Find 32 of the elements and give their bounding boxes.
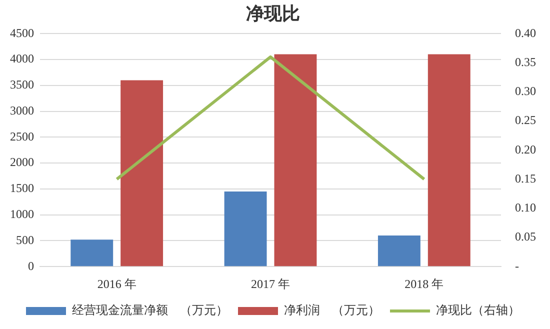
y-tick-label: 4500 bbox=[10, 26, 34, 40]
bar bbox=[274, 54, 317, 266]
bar bbox=[224, 192, 267, 266]
y-tick-label: 500 bbox=[16, 232, 34, 247]
y-tick-label: 2000 bbox=[10, 155, 34, 170]
bar bbox=[120, 80, 164, 266]
bar bbox=[378, 236, 420, 266]
y2-tick-label: 0.30 bbox=[515, 84, 536, 98]
x-tick-label: 2016 年 bbox=[97, 276, 136, 291]
legend-label: 净利润 （万元） bbox=[284, 303, 380, 318]
bar bbox=[428, 54, 470, 266]
y2-tick-label: 0.40 bbox=[515, 26, 536, 40]
y-tick-label: 3000 bbox=[10, 103, 34, 118]
chart-title: 净现比 bbox=[246, 3, 300, 24]
legend-label: 经营现金流量净额 （万元） bbox=[72, 303, 228, 318]
x-tick-label: 2018 年 bbox=[404, 276, 444, 291]
y2-tick-label: 0.05 bbox=[515, 230, 536, 244]
x-tick-label: 2017 年 bbox=[251, 276, 290, 291]
y-tick-label: 2500 bbox=[10, 129, 34, 144]
y2-tick-label: 0.35 bbox=[515, 54, 536, 69]
y2-tick-label: 0.10 bbox=[515, 200, 536, 215]
y-tick-label: 1500 bbox=[10, 181, 34, 196]
y2-tick-label: 0.15 bbox=[515, 171, 536, 186]
y2-tick-label: 0.25 bbox=[515, 113, 536, 128]
legend-label: 净现比（右轴） bbox=[436, 303, 520, 318]
y2-tick-label: - bbox=[515, 258, 519, 273]
y-tick-label: 3500 bbox=[10, 78, 34, 92]
y-tick-label: 1000 bbox=[10, 206, 34, 221]
y-tick-label: 0 bbox=[28, 258, 34, 273]
bar bbox=[70, 240, 114, 266]
y-tick-label: 4000 bbox=[10, 52, 34, 66]
y2-tick-label: 0.20 bbox=[515, 142, 536, 156]
